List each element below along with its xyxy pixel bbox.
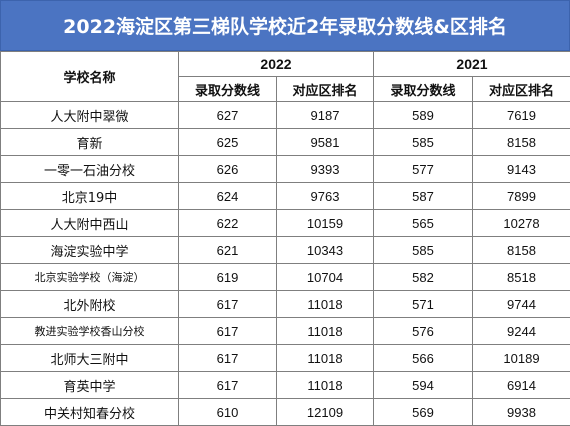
school-name-cell: 中关村知春分校 [1,399,179,426]
school-name-cell: 北外附校 [1,291,179,318]
score-2021-cell: 577 [374,156,473,183]
table-row: 中关村知春分校 610 12109 569 9938 [1,399,570,426]
column-header-year-2021: 2021 [374,52,570,77]
school-name-cell: 育新 [1,129,179,156]
score-2021-cell: 565 [374,210,473,237]
rank-2022-cell: 10159 [277,210,374,237]
school-name-cell: 人大附中翠微 [1,102,179,129]
score-2021-cell: 585 [374,237,473,264]
score-2021-cell: 566 [374,345,473,372]
school-name-cell: 北师大三附中 [1,345,179,372]
score-2021-cell: 582 [374,264,473,291]
column-header-rank-2021: 对应区排名 [473,77,570,102]
score-2022-cell: 625 [179,129,277,156]
rank-2022-cell: 9581 [277,129,374,156]
table-row: 育新 625 9581 585 8158 [1,129,570,156]
school-name-cell: 教进实验学校香山分校 [1,318,179,345]
school-name-cell: 北京19中 [1,183,179,210]
table-row: 海淀实验中学 621 10343 585 8158 [1,237,570,264]
rank-2021-cell: 8158 [473,129,570,156]
rank-2021-cell: 7619 [473,102,570,129]
rank-2022-cell: 11018 [277,291,374,318]
table-row: 育英中学 617 11018 594 6914 [1,372,570,399]
rank-2021-cell: 10278 [473,210,570,237]
school-name-cell: 北京实验学校（海淀） [1,264,179,291]
rank-2021-cell: 9744 [473,291,570,318]
score-2021-cell: 589 [374,102,473,129]
rank-2022-cell: 11018 [277,345,374,372]
score-2021-cell: 571 [374,291,473,318]
column-header-rank-2022: 对应区排名 [277,77,374,102]
score-2021-cell: 587 [374,183,473,210]
score-2022-cell: 627 [179,102,277,129]
score-2021-cell: 585 [374,129,473,156]
score-table-sheet: 2022海淀区第三梯队学校近2年录取分数线&区排名 学校名称 2022 2021… [0,0,570,417]
score-2022-cell: 617 [179,372,277,399]
school-name-cell: 一零一石油分校 [1,156,179,183]
table-row: 人大附中西山 622 10159 565 10278 [1,210,570,237]
column-header-school: 学校名称 [1,52,179,102]
rank-2021-cell: 9244 [473,318,570,345]
score-2022-cell: 610 [179,399,277,426]
score-2022-cell: 624 [179,183,277,210]
score-2022-cell: 617 [179,345,277,372]
rank-2022-cell: 10704 [277,264,374,291]
table-row: 一零一石油分校 626 9393 577 9143 [1,156,570,183]
table-row: 教进实验学校香山分校 617 11018 576 9244 [1,318,570,345]
table-row: 北京实验学校（海淀） 619 10704 582 8518 [1,264,570,291]
column-header-score-2022: 录取分数线 [179,77,277,102]
rank-2021-cell: 7899 [473,183,570,210]
score-2021-cell: 576 [374,318,473,345]
rank-2022-cell: 11018 [277,372,374,399]
rank-2022-cell: 9763 [277,183,374,210]
rank-2022-cell: 9187 [277,102,374,129]
table-row: 人大附中翠微 627 9187 589 7619 [1,102,570,129]
school-name-cell: 人大附中西山 [1,210,179,237]
rank-2021-cell: 9143 [473,156,570,183]
school-name-cell: 海淀实验中学 [1,237,179,264]
rank-2021-cell: 10189 [473,345,570,372]
rank-2021-cell: 6914 [473,372,570,399]
rank-2022-cell: 12109 [277,399,374,426]
rank-2021-cell: 8518 [473,264,570,291]
table-title: 2022海淀区第三梯队学校近2年录取分数线&区排名 [0,0,570,51]
score-2022-cell: 617 [179,318,277,345]
rank-2021-cell: 8158 [473,237,570,264]
rank-2021-cell: 9938 [473,399,570,426]
rank-2022-cell: 11018 [277,318,374,345]
column-header-year-2022: 2022 [179,52,374,77]
score-2022-cell: 622 [179,210,277,237]
school-name-cell: 育英中学 [1,372,179,399]
score-table: 学校名称 2022 2021 录取分数线 对应区排名 录取分数线 对应区排名 人… [0,51,570,426]
score-2021-cell: 594 [374,372,473,399]
column-header-score-2021: 录取分数线 [374,77,473,102]
table-row: 北师大三附中 617 11018 566 10189 [1,345,570,372]
rank-2022-cell: 10343 [277,237,374,264]
score-2022-cell: 617 [179,291,277,318]
rank-2022-cell: 9393 [277,156,374,183]
score-2022-cell: 626 [179,156,277,183]
table-row: 北京19中 624 9763 587 7899 [1,183,570,210]
score-2022-cell: 621 [179,237,277,264]
score-2021-cell: 569 [374,399,473,426]
table-row: 北外附校 617 11018 571 9744 [1,291,570,318]
score-2022-cell: 619 [179,264,277,291]
